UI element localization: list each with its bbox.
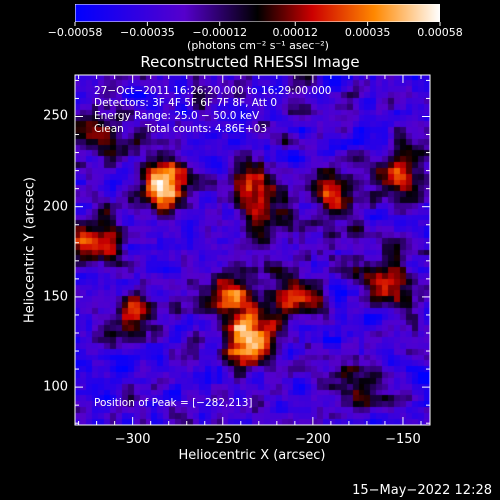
timestamp: 15−May−2022 12:28 <box>352 483 492 498</box>
chart-title: Reconstructed RHESSI Image <box>140 53 360 71</box>
x-tick-label: −200 <box>295 432 331 447</box>
colorbar-tick-label: 0.00012 <box>272 26 319 39</box>
plot-border <box>74 74 431 426</box>
y-tick-label: 150 <box>43 289 68 305</box>
x-tick-label: −300 <box>114 432 151 447</box>
colorbar <box>75 4 440 22</box>
x-tick-label: −250 <box>204 432 241 447</box>
energy-range-annotation: Energy Range: 25.0 − 50.0 keV <box>94 110 260 122</box>
peak-position-annotation: Position of Peak = [−282,213] <box>94 397 253 409</box>
detectors-annotation: Detectors: 3F 4F 5F 6F 7F 8F, Att 0 <box>94 97 278 109</box>
clean-annotation: Clean <box>94 123 124 135</box>
colorbar-units: (photons cm⁻² s⁻¹ asec⁻²) <box>187 39 329 52</box>
total-counts-annotation: Total counts: 4.86E+03 <box>145 123 268 135</box>
x-axis-label: Heliocentric X (arcsec) <box>178 448 326 463</box>
time-range-annotation: 27−Oct−2011 16:26:20.000 to 16:29:00.000 <box>94 85 332 97</box>
colorbar-tick-label: −0.00035 <box>120 26 175 39</box>
colorbar-ticks <box>74 22 441 26</box>
colorbar-tick-label: 0.00035 <box>344 26 391 39</box>
colorbar-tick-label: −0.00058 <box>47 26 103 39</box>
y-axis-label: Heliocentric Y (arcsec) <box>22 177 38 323</box>
y-tick-label: 200 <box>43 199 68 215</box>
y-tick-label: 100 <box>43 379 68 395</box>
y-tick-label: 250 <box>43 108 68 124</box>
colorbar-tick-label: −0.00012 <box>192 26 248 39</box>
heatmap-image <box>75 75 430 425</box>
x-tick-label: −150 <box>385 432 421 447</box>
colorbar-tick-label: 0.00058 <box>417 26 463 39</box>
